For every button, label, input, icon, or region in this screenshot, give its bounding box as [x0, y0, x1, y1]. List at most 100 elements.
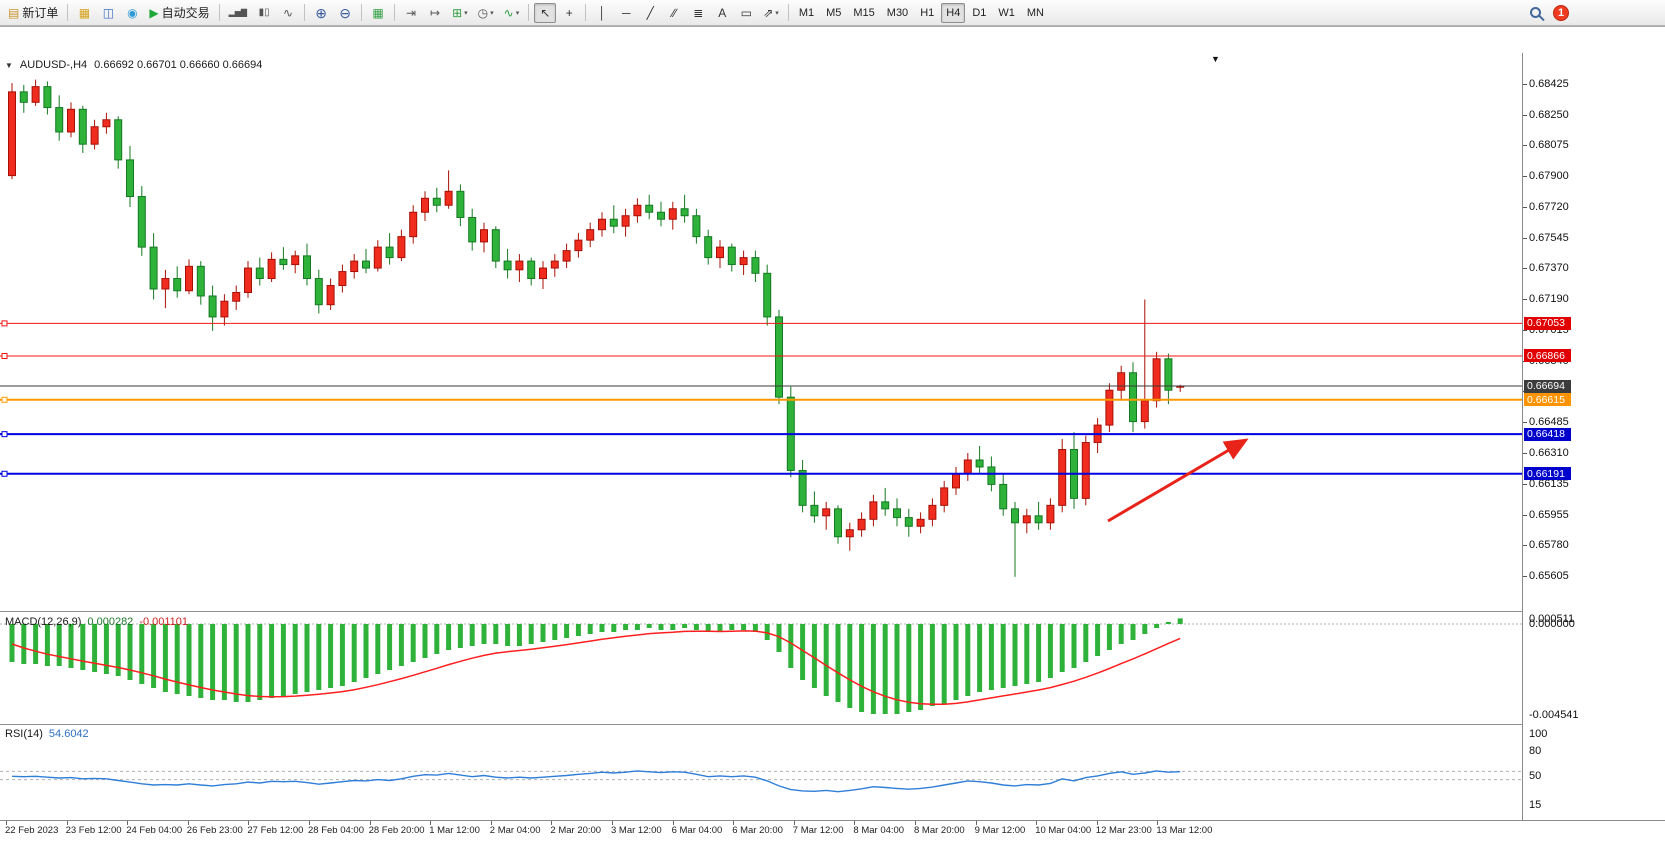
text-button[interactable]: A	[711, 3, 733, 23]
candle-body	[798, 469, 807, 506]
zoom-out-button[interactable]: ⊖	[334, 3, 356, 23]
candlestick-chart-button[interactable]: ▮▯	[253, 3, 275, 23]
rsi-scale-label: 50	[1529, 769, 1542, 782]
line-handle[interactable]	[1, 320, 8, 327]
price-axis-label: 0.67720	[1529, 201, 1569, 213]
one-click-trading-icon[interactable]: ▼	[5, 60, 13, 70]
timeframe-d1-button[interactable]: D1	[972, 6, 987, 19]
candle-body	[1058, 449, 1067, 506]
candle-body	[114, 119, 123, 161]
toolbar-separator	[304, 4, 306, 21]
auto-trading-button[interactable]: ▶ 自动交易	[145, 3, 213, 23]
timeframe-m1-button[interactable]: M1	[798, 6, 815, 19]
price-axis-label: 0.66135	[1529, 477, 1569, 490]
time-axis-label: 26 Feb 23:00	[186, 825, 243, 836]
pane-separator[interactable]	[0, 724, 1665, 725]
line-handle[interactable]	[1, 352, 8, 359]
candle-body	[385, 246, 394, 259]
time-axis[interactable]: 22 Feb 2023 23 Feb 12:00 24 Feb 04:00 26 Fe…	[0, 820, 1665, 840]
candle-body	[857, 518, 866, 531]
horizontal-line-button[interactable]: ─	[615, 3, 637, 23]
candle-body	[267, 258, 276, 280]
fibonacci-button[interactable]: ≣	[687, 3, 709, 23]
price-axis-tick	[1523, 453, 1527, 454]
candle-body	[763, 272, 772, 318]
macd-scale-label: -0.004541	[1529, 708, 1579, 721]
timeframe-m5-button[interactable]: M5	[826, 6, 842, 19]
notification-badge[interactable]: 1	[1553, 4, 1569, 21]
indicators-button[interactable]: ∿ ▾	[500, 3, 524, 23]
time-axis-tick	[975, 821, 977, 825]
rsi-name: RSI(14)	[5, 728, 43, 740]
crosshair-button[interactable]: +	[558, 3, 580, 23]
chart-shift-marker-icon[interactable]: ▼	[1211, 54, 1220, 64]
toolbar-separator	[394, 4, 396, 21]
candle-body	[314, 278, 323, 306]
cursor-icon: ↖	[540, 5, 551, 20]
search-icon[interactable]	[1530, 7, 1541, 18]
time-axis-tick	[6, 821, 7, 825]
time-axis-tick	[1096, 821, 1098, 825]
vertical-line-button[interactable]: │	[591, 3, 613, 23]
tile-windows-icon: ▦	[372, 5, 384, 20]
line-handle[interactable]	[1, 431, 8, 438]
candle-body	[963, 459, 972, 475]
price-axis-label: 0.68250	[1529, 108, 1569, 121]
line-handle[interactable]	[1, 470, 8, 477]
main-chart-pane[interactable]	[0, 53, 1522, 611]
candle-body	[444, 190, 453, 206]
line-handle[interactable]	[1, 396, 8, 403]
new-chart-icon: ⊞	[452, 5, 463, 20]
text-label-button[interactable]: ▭	[735, 3, 757, 23]
dropdown-caret-icon: ▾	[775, 9, 779, 17]
candle-body	[869, 501, 878, 520]
rsi-indicator-label: RSI(14) 54.6042	[5, 728, 89, 740]
pane-separator[interactable]	[0, 611, 1665, 612]
arrows-tool-button[interactable]: ⇗ ▾	[759, 3, 783, 23]
current-price-badge: 0.66694	[1524, 379, 1571, 393]
market-watch-icon: ▦	[78, 5, 91, 20]
time-axis-label: 1 Mar 12:00	[429, 825, 480, 836]
candle-body	[78, 108, 87, 145]
price-axis-tick	[1523, 330, 1527, 331]
toolbar-separator	[218, 4, 220, 21]
time-axis-label: 3 Mar 12:00	[611, 825, 662, 836]
time-axis-label: 22 Feb 2023	[5, 825, 59, 836]
candle-body	[975, 459, 984, 468]
navigator-button[interactable]: ◉	[121, 3, 143, 23]
time-axis-label: 28 Feb 20:00	[368, 825, 425, 836]
chart-shift-button[interactable]: ↦	[424, 3, 446, 23]
market-watch-button[interactable]: ▦	[73, 3, 95, 23]
auto-scroll-button[interactable]: ⇥	[400, 3, 422, 23]
tile-windows-button[interactable]: ▦	[367, 3, 389, 23]
new-order-button[interactable]: ▤ 新订单	[4, 3, 62, 23]
dropdown-caret-icon: ▾	[515, 9, 520, 17]
new-chart-button[interactable]: ⊞ ▾	[448, 3, 472, 23]
candle-body	[362, 260, 370, 269]
candle-body	[161, 278, 170, 290]
zoom-in-icon: ⊕	[315, 4, 327, 21]
candle-body	[409, 211, 418, 238]
trendline-button[interactable]: ╱	[639, 3, 661, 23]
timeframe-w1-button[interactable]: W1	[998, 6, 1015, 19]
candle-body	[196, 265, 205, 297]
price-axis-tick	[1523, 145, 1527, 147]
timeframe-h4-button[interactable]: H4	[941, 2, 966, 23]
equidistant-channel-button[interactable]: ∕∕	[663, 3, 685, 23]
profiles-button[interactable]: ◷ ▾	[474, 3, 498, 23]
text-icon: A	[718, 5, 727, 20]
line-chart-button[interactable]: ∿	[277, 3, 299, 23]
data-window-button[interactable]: ◫	[97, 3, 119, 23]
zoom-in-button[interactable]: ⊕	[310, 3, 332, 23]
timeframe-mn-button[interactable]: MN	[1026, 6, 1044, 19]
bar-chart-button[interactable]: ▂▅▇	[225, 3, 251, 23]
timeframe-m15-button[interactable]: M15	[853, 6, 875, 19]
trend-arrow[interactable]	[1107, 438, 1249, 523]
rsi-line	[11, 770, 1181, 793]
timeframe-h1-button[interactable]: H1	[920, 6, 935, 19]
cursor-button[interactable]: ↖	[534, 2, 557, 23]
macd-signal-line	[11, 630, 1181, 705]
chart-area[interactable]: ▼ AUDUSD-,H4 0.66692 0.66701 0.66660 0.6…	[0, 26, 1665, 840]
price-scale[interactable]: 0.68425 0.68250 0.68075 0.67900 0.67720 0.675…	[1522, 53, 1665, 820]
timeframe-m30-button[interactable]: M30	[886, 6, 909, 19]
